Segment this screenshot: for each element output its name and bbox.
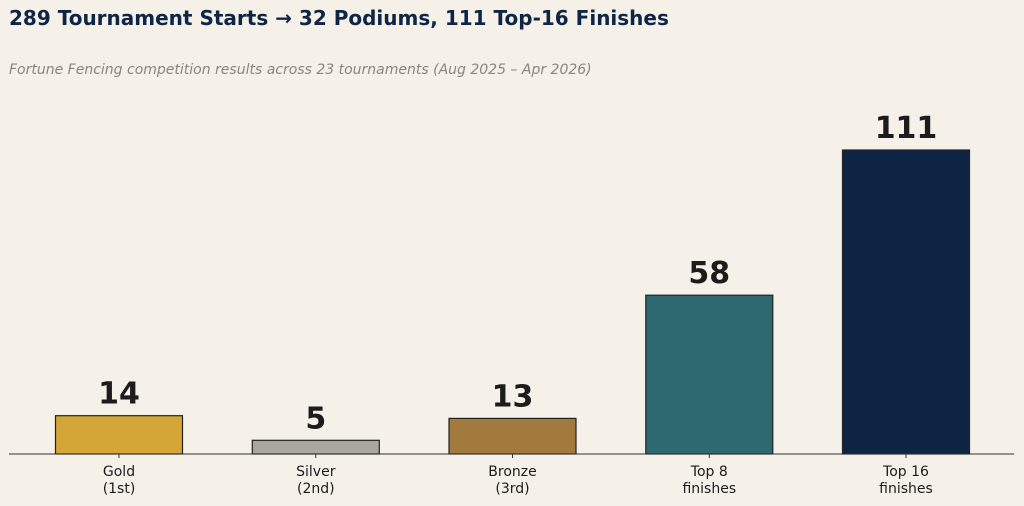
ticks-layer: Gold (1st) Silver (2nd) Bronze (3rd) Top 8 fini… xyxy=(103,454,933,497)
bar-bronze xyxy=(448,417,577,455)
tick-label-silver: Silver (2nd) xyxy=(296,464,336,497)
chart-subtitle: Fortune Fencing competition results acro… xyxy=(9,62,592,78)
bar-top-16 xyxy=(841,149,971,455)
data-label-top-8: 58 xyxy=(688,256,730,291)
bar-silver xyxy=(251,439,380,455)
data-label-bronze: 13 xyxy=(492,379,534,414)
chart-title: 289 Tournament Starts → 32 Podiums, 111 … xyxy=(9,6,669,30)
data-label-silver: 5 xyxy=(305,401,326,436)
data-label-top-16: 111 xyxy=(875,111,938,146)
tick-label-top-8: Top 8 finishes xyxy=(682,464,736,497)
tick-label-bronze: Bronze (3rd) xyxy=(488,464,536,497)
data-label-gold: 14 xyxy=(98,377,140,412)
tick-label-top-16: Top 16 finishes xyxy=(879,464,933,497)
tick-label-gold: Gold (1st) xyxy=(103,464,136,497)
bar-gold xyxy=(54,415,184,455)
bar-top-8 xyxy=(645,294,774,455)
bars-layer: 14 5 13 58 111 xyxy=(54,111,971,455)
